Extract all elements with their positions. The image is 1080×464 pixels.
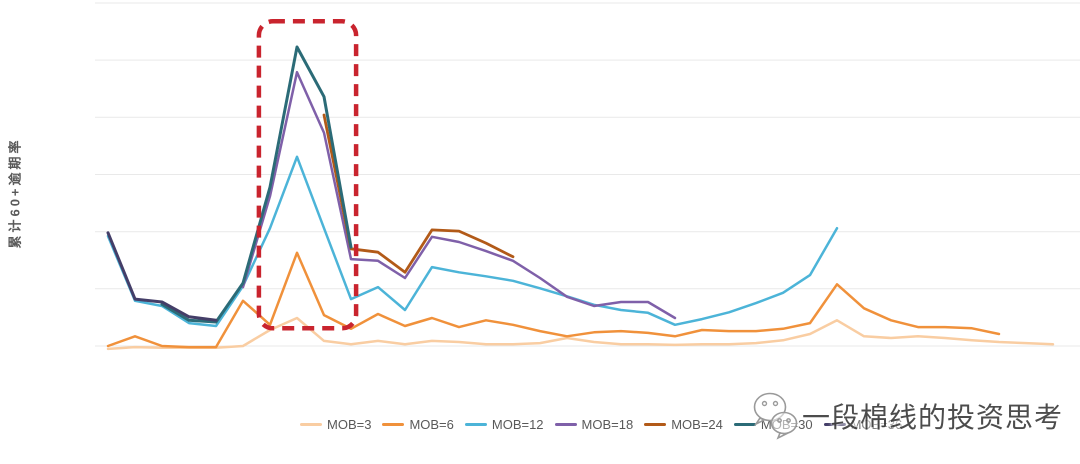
legend-label: MOB=36	[850, 417, 903, 432]
series-line-mob-6	[106, 251, 1001, 349]
legend-item-mob-6: MOB=6	[382, 417, 454, 432]
legend-swatch-mob-30	[733, 423, 756, 426]
legend-item-mob-24: MOB=24	[644, 417, 723, 432]
legend-label: MOB=12	[491, 417, 544, 432]
line-chart-svg	[95, 2, 1080, 351]
legend-item-mob-3: MOB=3	[300, 417, 371, 432]
series-line-mob-18	[241, 70, 677, 320]
legend-label: MOB=6	[409, 417, 454, 432]
watermark: 一段棉线的投资思考	[750, 390, 1063, 442]
legend-swatch-mob-12	[464, 423, 487, 426]
legend-swatch-mob-36	[823, 423, 846, 426]
legend-swatch-mob-24	[644, 423, 667, 426]
legend-label: MOB=3	[327, 417, 372, 432]
series-line-mob-30	[160, 45, 353, 324]
wechat-icon	[753, 392, 798, 440]
legend-label: MOB=24	[671, 417, 723, 432]
series-line-mob-24	[322, 113, 515, 274]
legend-item-mob-36: MOB=36	[823, 417, 903, 432]
series-line-mob-12	[106, 155, 839, 328]
legend-item-mob-12: MOB=12	[464, 417, 544, 432]
legend-swatch-mob-3	[300, 423, 322, 426]
legend-swatch-mob-18	[554, 423, 577, 426]
highlight-box	[256, 19, 359, 331]
series-line-mob-3	[106, 316, 1055, 351]
legend-swatch-mob-6	[382, 423, 405, 426]
watermark-text: 一段棉线的投资思考	[802, 401, 1064, 434]
series-line-mob-36	[106, 231, 218, 322]
legend-item-mob-18: MOB=18	[554, 417, 634, 432]
legend-label: MOB=18	[581, 417, 634, 432]
legend: MOB=3 MOB=6 MOB=12 MOB=18 MOB=24 MOB=30 …	[300, 417, 902, 432]
